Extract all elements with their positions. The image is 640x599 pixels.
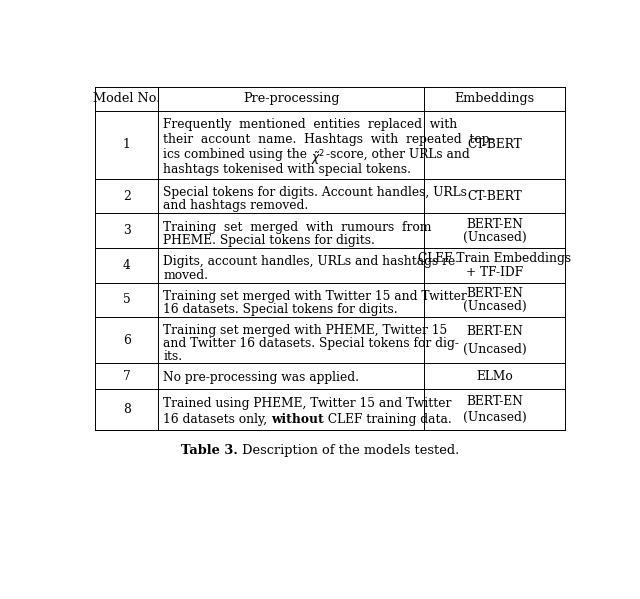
Text: without: without <box>271 413 324 426</box>
Text: (Uncased): (Uncased) <box>463 343 527 356</box>
Text: (Uncased): (Uncased) <box>463 300 527 313</box>
Text: 16 datasets only,: 16 datasets only, <box>163 413 271 426</box>
Text: 1: 1 <box>123 138 131 152</box>
Text: 6: 6 <box>123 334 131 347</box>
Text: their  account  name.  Hashtags  with  repeated  top-: their account name. Hashtags with repeat… <box>163 133 494 146</box>
Text: + TF-IDF: + TF-IDF <box>466 265 523 279</box>
Text: 3: 3 <box>123 224 131 237</box>
Text: BERT-EN: BERT-EN <box>466 325 523 338</box>
Text: 5: 5 <box>123 294 131 307</box>
Text: Training  set  merged  with  rumours  from: Training set merged with rumours from <box>163 220 432 234</box>
Text: Model No.: Model No. <box>93 92 160 105</box>
Text: 7: 7 <box>123 370 131 383</box>
Text: BERT-EN: BERT-EN <box>466 395 523 408</box>
Text: 16 datasets. Special tokens for digits.: 16 datasets. Special tokens for digits. <box>163 303 398 316</box>
Text: Table 3.: Table 3. <box>181 444 237 457</box>
Text: 4: 4 <box>123 259 131 272</box>
Text: Embeddings: Embeddings <box>454 92 534 105</box>
Text: moved.: moved. <box>163 268 208 282</box>
Text: (Uncased): (Uncased) <box>463 231 527 244</box>
Text: Frequently  mentioned  entities  replaced  with: Frequently mentioned entities replaced w… <box>163 119 458 131</box>
Text: -score, other URLs and: -score, other URLs and <box>326 148 469 161</box>
Text: CT-BERT: CT-BERT <box>467 138 522 152</box>
Text: Training set merged with PHEME, Twitter 15: Training set merged with PHEME, Twitter … <box>163 324 447 337</box>
Text: Pre-processing: Pre-processing <box>243 92 339 105</box>
Text: 8: 8 <box>123 403 131 416</box>
Text: and hashtags removed.: and hashtags removed. <box>163 199 308 213</box>
Text: Description of the models tested.: Description of the models tested. <box>237 444 459 457</box>
Text: its.: its. <box>163 350 182 363</box>
Text: (Uncased): (Uncased) <box>463 411 527 424</box>
Text: CLEF training data.: CLEF training data. <box>324 413 452 426</box>
Text: ics combined using the: ics combined using the <box>163 148 311 161</box>
Text: CLEF Train Embeddings: CLEF Train Embeddings <box>418 252 571 265</box>
Text: CT-BERT: CT-BERT <box>467 190 522 202</box>
Text: BERT-EN: BERT-EN <box>466 287 523 300</box>
Text: $\tilde{\chi}^2$: $\tilde{\chi}^2$ <box>311 148 326 168</box>
Text: ELMo: ELMo <box>476 370 513 383</box>
Text: Special tokens for digits. Account handles, URLs: Special tokens for digits. Account handl… <box>163 186 467 199</box>
Text: hashtags tokenised with special tokens.: hashtags tokenised with special tokens. <box>163 163 412 176</box>
Text: BERT-EN: BERT-EN <box>466 217 523 231</box>
Text: Digits, account handles, URLs and hashtags re-: Digits, account handles, URLs and hashta… <box>163 255 460 268</box>
Text: PHEME. Special tokens for digits.: PHEME. Special tokens for digits. <box>163 234 375 247</box>
Text: No pre-processing was applied.: No pre-processing was applied. <box>163 371 359 385</box>
Text: Trained using PHEME, Twitter 15 and Twitter: Trained using PHEME, Twitter 15 and Twit… <box>163 397 452 410</box>
Text: Training set merged with Twitter 15 and Twitter: Training set merged with Twitter 15 and … <box>163 290 467 303</box>
Text: 2: 2 <box>123 190 131 202</box>
Text: and Twitter 16 datasets. Special tokens for dig-: and Twitter 16 datasets. Special tokens … <box>163 337 460 350</box>
